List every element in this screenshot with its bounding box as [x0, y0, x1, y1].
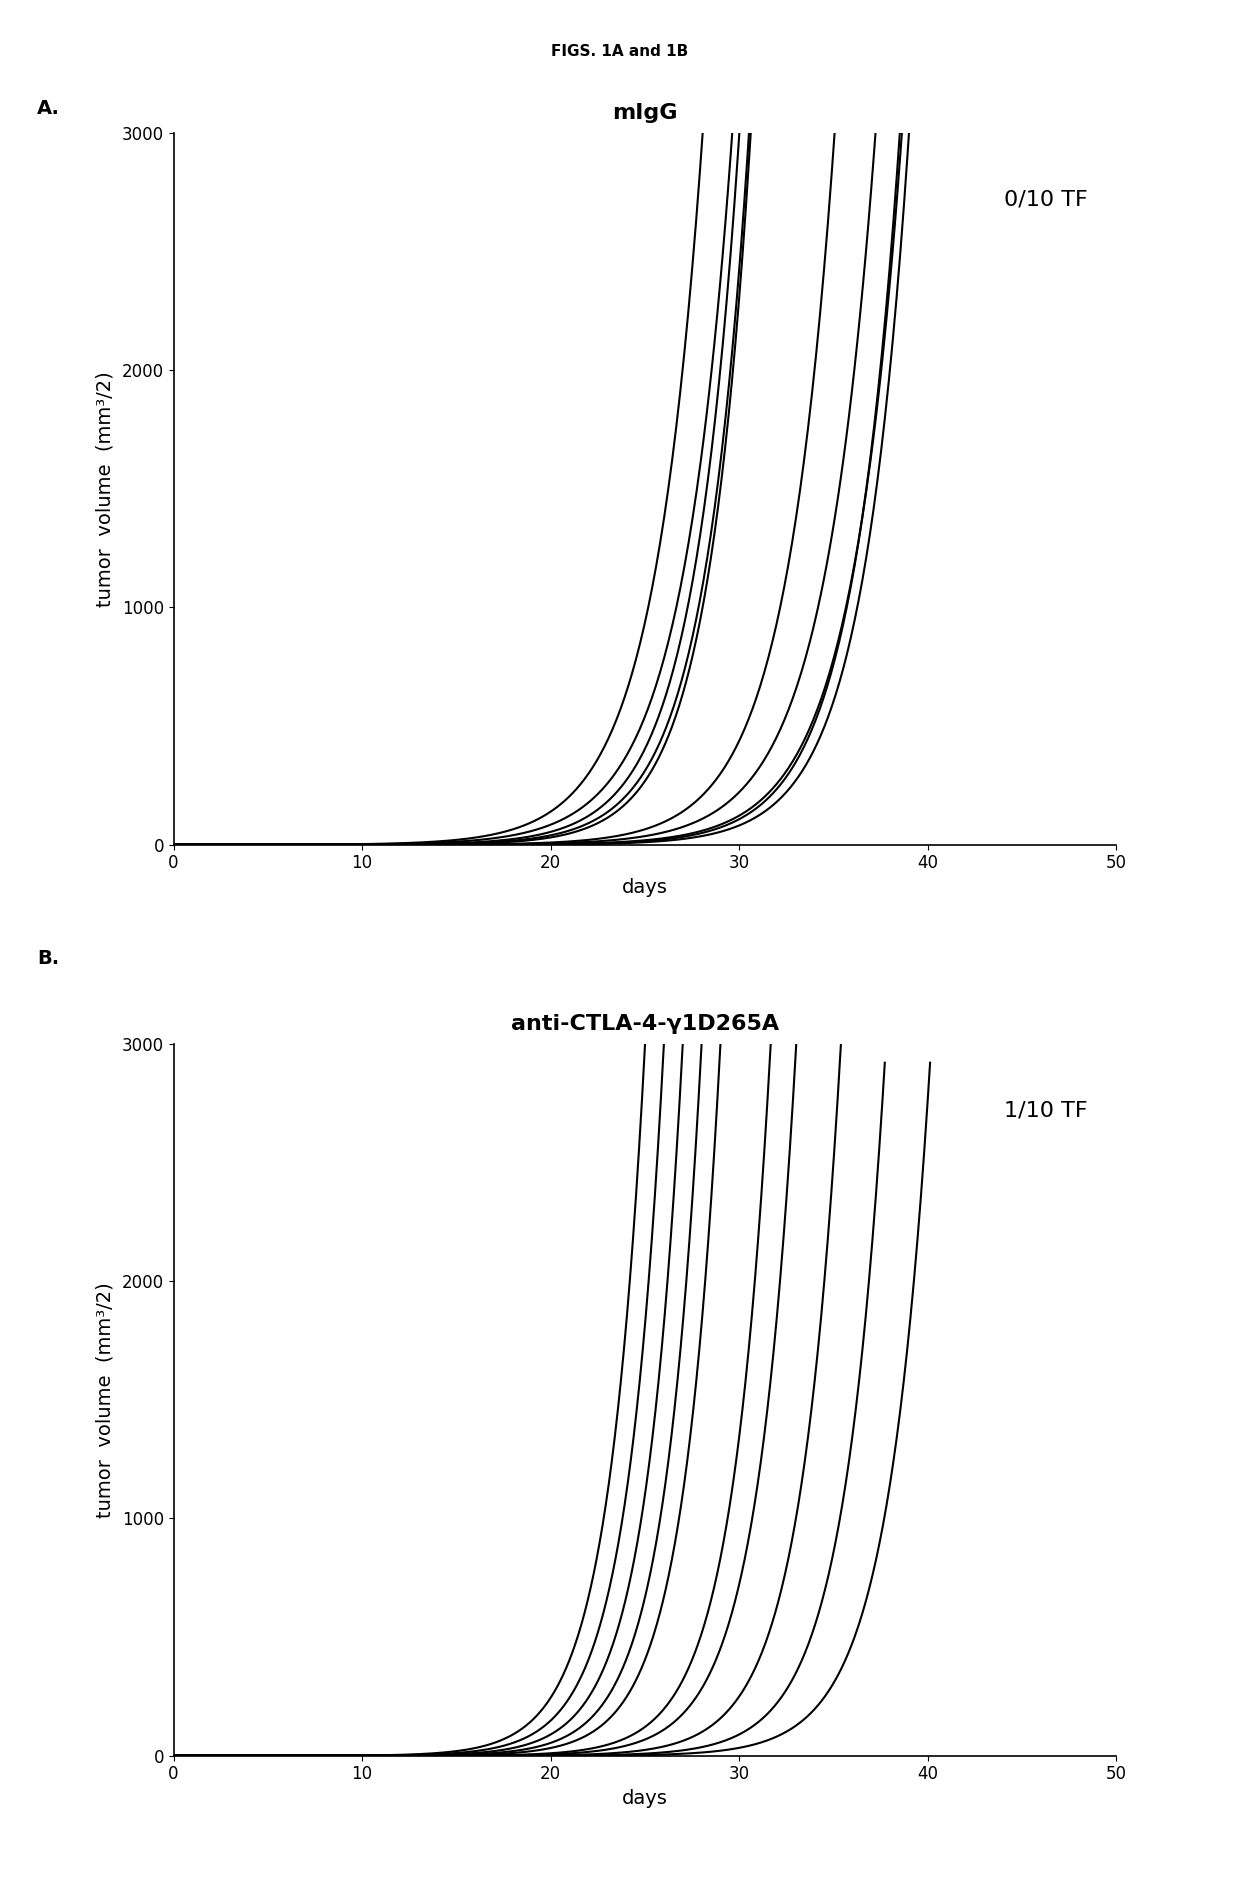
Text: 0/10 TF: 0/10 TF — [1004, 190, 1087, 211]
X-axis label: days: days — [622, 879, 667, 898]
Text: FIGS. 1A and 1B: FIGS. 1A and 1B — [552, 44, 688, 59]
X-axis label: days: days — [622, 1790, 667, 1809]
Title: mIgG: mIgG — [613, 102, 677, 123]
Y-axis label: tumor  volume  (mm³/2): tumor volume (mm³/2) — [95, 370, 115, 607]
Text: B.: B. — [37, 949, 60, 968]
Text: A.: A. — [37, 99, 60, 118]
Y-axis label: tumor  volume  (mm³/2): tumor volume (mm³/2) — [95, 1281, 115, 1518]
Text: 1/10 TF: 1/10 TF — [1004, 1101, 1087, 1122]
Title: anti-CTLA-4-γ1D265A: anti-CTLA-4-γ1D265A — [511, 1014, 779, 1034]
